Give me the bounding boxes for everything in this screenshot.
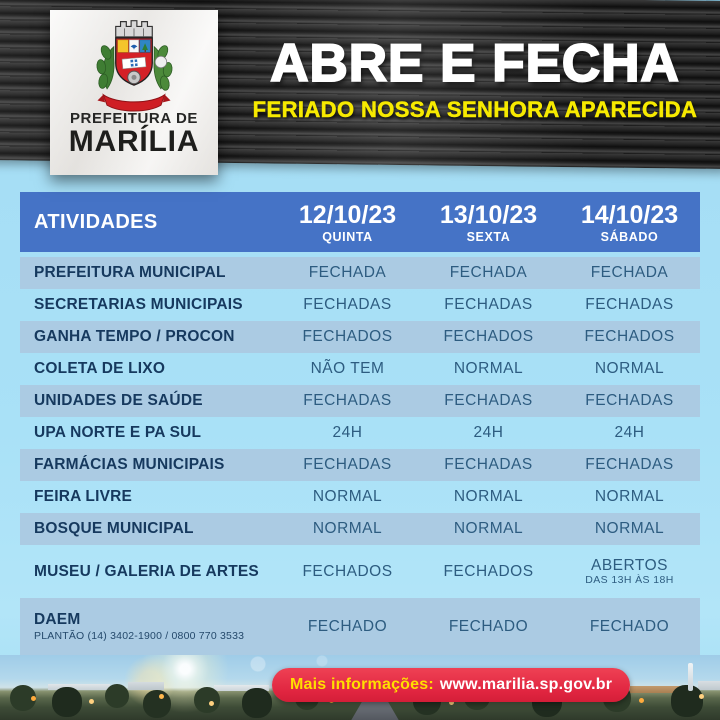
org-name-line2: MARÍLIA bbox=[68, 125, 200, 158]
hero-header: PREFEITURA DE MARÍLIA ABRE E FECHA FERIA… bbox=[0, 0, 720, 180]
date-column-header: 13/10/23 SEXTA bbox=[418, 192, 559, 252]
status-value: FECHADAS bbox=[585, 456, 674, 473]
column-day: QUINTA bbox=[322, 229, 373, 244]
status-value: NORMAL bbox=[594, 360, 665, 377]
table-row: BOSQUE MUNICIPAL NORMAL NORMAL NORMAL bbox=[20, 513, 700, 545]
activity-name: PREFEITURA MUNICIPAL bbox=[34, 264, 226, 281]
table-row: DAEM PLANTÃO (14) 3402-1900 / 0800 770 3… bbox=[20, 598, 700, 655]
status-note: DAS 13H ÀS 18H bbox=[585, 573, 674, 586]
status-value: 24H bbox=[332, 424, 363, 441]
activity-name-with-subtitle: DAEM PLANTÃO (14) 3402-1900 / 0800 770 3… bbox=[20, 611, 277, 642]
status-value: FECHADOS bbox=[584, 328, 675, 345]
marilia-coat-of-arms-icon bbox=[96, 20, 173, 112]
monument bbox=[688, 663, 693, 691]
column-date: 13/10/23 bbox=[439, 200, 538, 229]
status-value: FECHADA bbox=[590, 264, 669, 281]
status-value: FECHADA bbox=[308, 264, 387, 281]
table-body: PREFEITURA MUNICIPAL FECHADA FECHADA FEC… bbox=[20, 257, 700, 655]
activities-column-header: ATIVIDADES bbox=[34, 210, 158, 233]
status-value: FECHADAS bbox=[303, 296, 392, 313]
title-block: ABRE E FECHA FERIADO NOSSA SENHORA APARE… bbox=[242, 34, 708, 123]
column-date: 12/10/23 bbox=[298, 200, 397, 229]
activity-name: MUSEU / GALERIA DE ARTES bbox=[34, 562, 259, 580]
column-day: SEXTA bbox=[466, 229, 511, 244]
status-value: FECHADAS bbox=[303, 392, 392, 409]
status-value: FECHADOS bbox=[302, 562, 393, 580]
activity-name: COLETA DE LIXO bbox=[34, 360, 166, 377]
more-info-banner[interactable]: Mais informações: www.marilia.sp.gov.br bbox=[272, 668, 631, 702]
activity-name: UNIDADES DE SAÚDE bbox=[34, 392, 203, 409]
page-subtitle: FERIADO NOSSA SENHORA APARECIDA bbox=[252, 96, 698, 122]
activity-subtitle: PLANTÃO (14) 3402-1900 / 0800 770 3533 bbox=[34, 630, 245, 642]
page-title: ABRE E FECHA bbox=[269, 34, 680, 93]
activity-name: FARMÁCIAS MUNICIPAIS bbox=[34, 456, 225, 473]
status-value: FECHADAS bbox=[585, 392, 674, 409]
status-value: FECHADOS bbox=[443, 562, 534, 580]
status-value: FECHADAS bbox=[444, 392, 533, 409]
status-value: FECHADO bbox=[589, 617, 670, 635]
status-value-with-note: ABERTOS DAS 13H ÀS 18H bbox=[559, 557, 700, 587]
activity-name: UPA NORTE E PA SUL bbox=[34, 424, 202, 441]
status-value: ABERTOS bbox=[590, 556, 668, 574]
status-value: NORMAL bbox=[453, 488, 524, 505]
column-day: SÁBADO bbox=[600, 229, 659, 244]
status-value: NORMAL bbox=[453, 520, 524, 537]
date-column-header: 12/10/23 QUINTA bbox=[277, 192, 418, 252]
table-row: FEIRA LIVRE NORMAL NORMAL NORMAL bbox=[20, 481, 700, 513]
status-value: FECHADAS bbox=[303, 456, 392, 473]
status-value: NORMAL bbox=[312, 488, 383, 505]
table-row: PREFEITURA MUNICIPAL FECHADA FECHADA FEC… bbox=[20, 257, 700, 289]
status-value: FECHADAS bbox=[444, 296, 533, 313]
status-value: FECHADOS bbox=[302, 328, 393, 345]
activity-name: BOSQUE MUNICIPAL bbox=[34, 520, 194, 537]
city-photo: Mais informações: www.marilia.sp.gov.br bbox=[0, 655, 720, 720]
status-value: FECHADO bbox=[448, 617, 529, 635]
status-value: FECHADO bbox=[307, 617, 388, 635]
activity-name: GANHA TEMPO / PROCON bbox=[34, 328, 235, 345]
table-row: FARMÁCIAS MUNICIPAIS FECHADAS FECHADAS F… bbox=[20, 449, 700, 481]
status-value: NORMAL bbox=[312, 520, 383, 537]
status-value: NÃO TEM bbox=[310, 360, 385, 377]
tree-silhouettes bbox=[0, 655, 10, 665]
table-row: COLETA DE LIXO NÃO TEM NORMAL NORMAL bbox=[20, 353, 700, 385]
table-row: GANHA TEMPO / PROCON FECHADOS FECHADOS F… bbox=[20, 321, 700, 353]
table-row: UPA NORTE E PA SUL 24H 24H 24H bbox=[20, 417, 700, 449]
status-value: NORMAL bbox=[594, 488, 665, 505]
info-label: Mais informações: bbox=[290, 676, 434, 693]
status-value: FECHADA bbox=[449, 264, 528, 281]
city-hall-logo-card: PREFEITURA DE MARÍLIA bbox=[50, 10, 218, 175]
table-row: MUSEU / GALERIA DE ARTES FECHADOS FECHAD… bbox=[20, 545, 700, 598]
schedule-table: ATIVIDADES 12/10/23 QUINTA 13/10/23 SEXT… bbox=[20, 192, 700, 655]
date-column-header: 14/10/23 SÁBADO bbox=[559, 192, 700, 252]
status-value: FECHADAS bbox=[444, 456, 533, 473]
activity-name: FEIRA LIVRE bbox=[34, 488, 133, 505]
activity-name: SECRETARIAS MUNICIPAIS bbox=[34, 296, 243, 313]
org-name-line1: PREFEITURA DE bbox=[69, 110, 199, 127]
status-value: 24H bbox=[614, 424, 645, 441]
status-value: FECHADOS bbox=[443, 328, 534, 345]
status-value: 24H bbox=[473, 424, 504, 441]
activity-name: DAEM bbox=[34, 611, 81, 628]
website-url: www.marilia.sp.gov.br bbox=[439, 676, 613, 693]
status-value: NORMAL bbox=[594, 520, 665, 537]
table-row: SECRETARIAS MUNICIPAIS FECHADAS FECHADAS… bbox=[20, 289, 700, 321]
status-value: NORMAL bbox=[453, 360, 524, 377]
table-header: ATIVIDADES 12/10/23 QUINTA 13/10/23 SEXT… bbox=[20, 192, 700, 252]
column-date: 14/10/23 bbox=[580, 200, 679, 229]
status-value: FECHADAS bbox=[585, 296, 674, 313]
table-row: UNIDADES DE SAÚDE FECHADAS FECHADAS FECH… bbox=[20, 385, 700, 417]
